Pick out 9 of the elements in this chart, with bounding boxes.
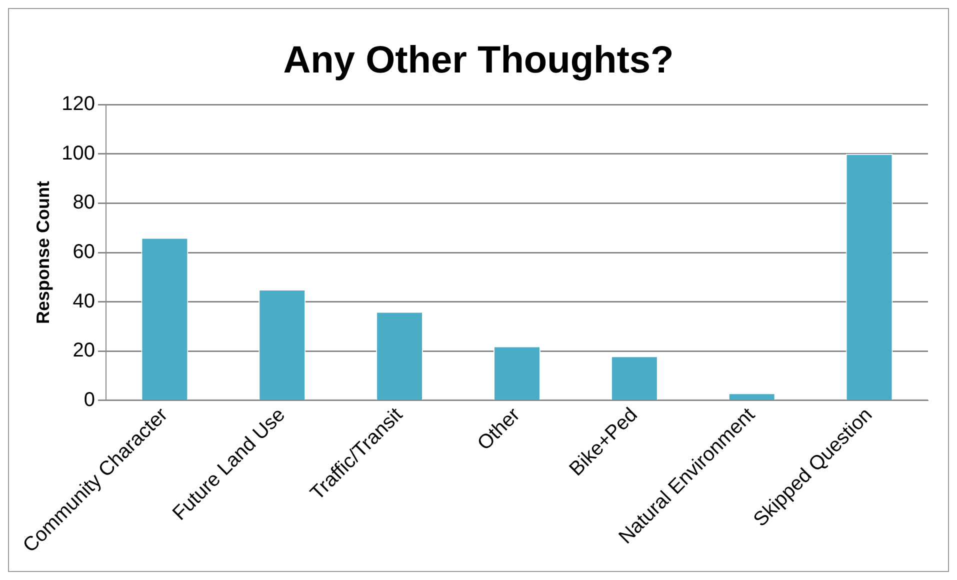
y-tick-label: 100 <box>62 142 95 164</box>
y-tick-label: 80 <box>72 192 95 214</box>
chart-title: Any Other Thoughts? <box>283 39 674 82</box>
y-tick-label: 20 <box>72 340 95 362</box>
y-tick-label: 0 <box>84 389 95 412</box>
y-axis-title: Response Count <box>32 181 53 324</box>
y-tick-label: 40 <box>72 290 95 312</box>
y-tick-label: 60 <box>72 241 95 264</box>
y-tick-label: 120 <box>62 93 95 116</box>
